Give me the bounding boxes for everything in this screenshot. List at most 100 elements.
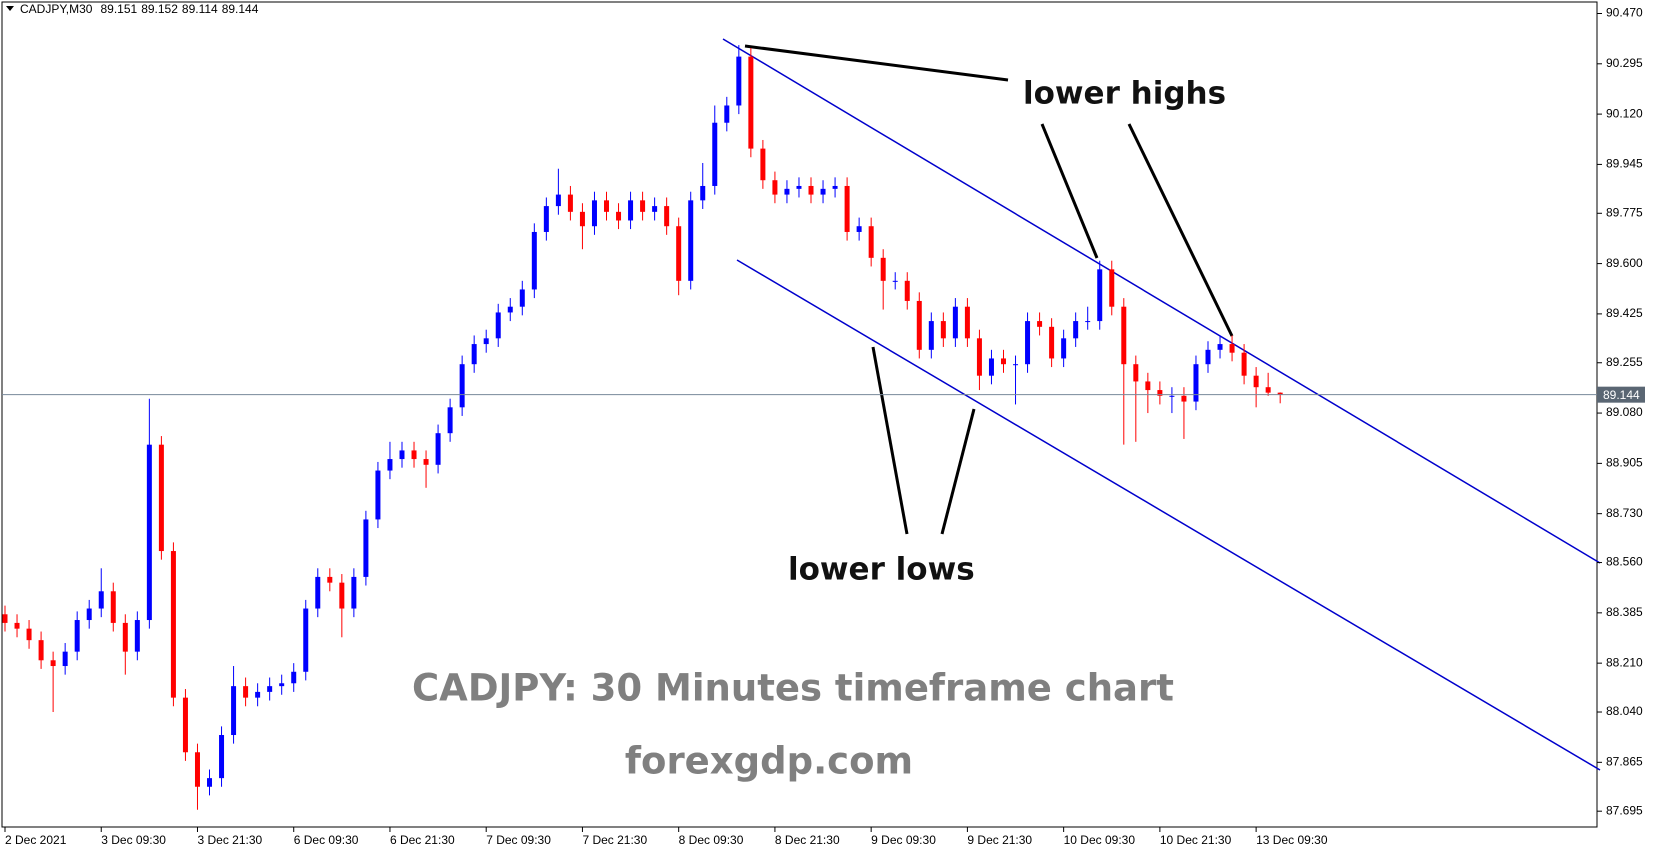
x-tick-label: 7 Dec 09:30 [486,833,551,847]
candle-body [808,185,814,195]
candles [2,45,1283,810]
candle-body [375,470,381,520]
header-high: 89.152 [141,2,178,16]
x-tick-label: 13 Dec 09:30 [1256,833,1328,847]
candle-body [279,683,285,687]
candle-body [1025,321,1031,365]
candle-body [1061,338,1067,359]
candle-body [50,660,56,667]
candle-body [134,620,140,652]
plot-frame [1,1,1598,828]
candle-body [1109,269,1115,307]
watermark-site: forexgdp.com [625,740,913,783]
candle-body [964,306,970,339]
candle-body [182,697,188,753]
candle-body [158,444,164,552]
candle-body [676,226,682,281]
candle-body [38,640,44,661]
arrow-line [744,44,1009,82]
y-tick-label: 89.425 [1606,306,1643,320]
candle-body [387,459,393,471]
candle-body [652,206,658,212]
candle-body [604,200,609,212]
candle-body [868,226,874,258]
x-tick-label: 9 Dec 21:30 [967,833,1032,847]
candle-body [916,300,922,350]
candle-body [772,180,778,195]
y-tick-label: 88.730 [1606,506,1643,520]
candle-body [1049,326,1055,359]
candle-body [1253,375,1259,388]
candle-body [736,56,742,106]
x-tick-label: 2 Dec 2021 [5,833,67,847]
candle-body [267,686,273,692]
candle-body [194,752,200,787]
candle-body [423,459,429,465]
candle-body [255,691,261,698]
candle-body [74,620,80,652]
y-tick-label: 88.560 [1606,555,1643,569]
candle-body [483,338,489,345]
candle-body [1121,306,1127,365]
candle-body [543,206,549,232]
candle-body [1229,344,1235,353]
candle-body [724,105,730,123]
candle-body [291,671,297,684]
candle-body [122,622,128,652]
candle-body [892,280,898,282]
candle-body [1217,344,1223,350]
x-tick-label: 9 Dec 09:30 [871,833,936,847]
y-tick-label: 88.040 [1606,704,1643,718]
candle-body [940,321,946,339]
annotation: lower highs [1023,76,1226,112]
candle-body [700,185,706,201]
y-tick-label: 89.255 [1606,355,1643,369]
y-tick-label: 90.295 [1606,56,1643,70]
candle-body [1145,381,1151,391]
candle-body [26,628,32,641]
watermark-title: CADJPY: 30 Minutes timeframe chart [412,667,1174,710]
candle-body [988,358,994,376]
candle-body [507,306,513,313]
candle-body [820,188,826,195]
candle-body [1265,387,1271,393]
channel-upper [722,38,1601,564]
price-label-bg [1597,386,1645,403]
candle-body [1157,390,1163,396]
header-low: 89.114 [182,2,218,16]
price-label: 89.144 [1603,388,1640,402]
candle-body [1133,364,1139,382]
candle-body [844,185,850,232]
candle-body [98,591,104,609]
candle-body [207,778,213,787]
x-tick-label: 3 Dec 21:30 [197,833,262,847]
candle-body [531,231,537,290]
arrow-line [1040,123,1099,259]
candle-body [591,200,597,227]
y-tick-label: 90.120 [1606,106,1643,120]
candle-body [327,576,333,583]
candle-body [1205,349,1211,365]
drawings [722,38,1601,771]
y-tick-label: 90.470 [1606,6,1643,20]
candle-body [1241,352,1247,376]
candle-body [628,200,634,221]
y-tick-label: 89.600 [1606,256,1643,270]
header-open: 89.151 [100,2,137,16]
candle-body [640,200,646,212]
candle-body [110,591,116,623]
x-tick-label: 10 Dec 21:30 [1160,833,1232,847]
candle-body [1277,392,1283,395]
candle-body [1097,269,1103,322]
candle-body [459,364,465,408]
candle-body [796,185,802,189]
candle-body [1037,321,1043,327]
candle-body [832,185,838,189]
candle-body [86,608,92,621]
candle-body [880,257,886,281]
candle-body [303,608,309,672]
candle-body [952,306,958,339]
